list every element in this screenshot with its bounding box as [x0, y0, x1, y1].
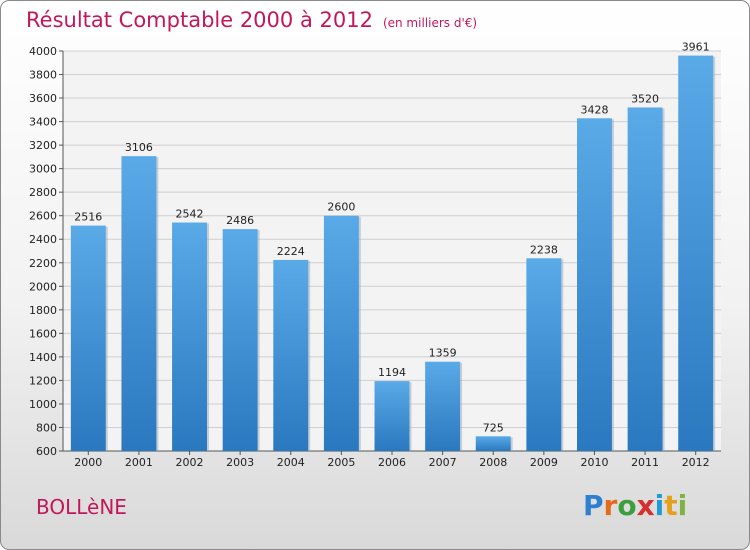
x-tick-label: 2007	[429, 456, 457, 469]
bar-group: 3106 2001	[121, 141, 159, 469]
y-tick-label: 3800	[29, 69, 57, 82]
bar-group: 725 2008	[475, 421, 513, 469]
bar	[374, 381, 410, 451]
y-tick-label: 3000	[29, 163, 57, 176]
y-tick-label: 1200	[29, 374, 57, 387]
y-tick-label: 600	[36, 445, 57, 458]
y-tick-label: 800	[36, 421, 57, 434]
x-tick-label: 2010	[580, 456, 608, 469]
bar-value-label: 2516	[74, 211, 102, 224]
logo-letter: i	[654, 489, 665, 522]
bar-group: 2486 2003	[222, 214, 260, 469]
y-tick-label: 2200	[29, 257, 57, 270]
y-tick-label: 2800	[29, 186, 57, 199]
location-name: BOLLèNE	[36, 495, 127, 519]
bar-value-label: 2600	[327, 201, 355, 214]
x-tick-label: 2005	[327, 456, 355, 469]
bar-group: 2516 2000	[70, 211, 108, 469]
x-tick-label: 2012	[682, 456, 710, 469]
x-tick-label: 2003	[226, 456, 254, 469]
x-tick-label: 2000	[74, 456, 102, 469]
bar-value-label: 2224	[277, 245, 305, 258]
bar	[172, 222, 208, 451]
bar	[576, 118, 612, 451]
logo-letter: r	[603, 489, 618, 522]
x-tick-label: 2008	[479, 456, 507, 469]
bar-group: 3961 2012	[678, 41, 716, 469]
bar-group: 1359 2007	[425, 347, 463, 469]
bar-group: 3520 2011	[627, 92, 665, 469]
logo-letter: o	[617, 489, 637, 522]
y-tick-label: 4000	[29, 45, 57, 58]
bar-value-label: 1359	[429, 347, 457, 360]
bar	[475, 436, 511, 451]
bar-group: 2542 2002	[172, 208, 210, 469]
bar-group: 2224 2004	[273, 245, 311, 469]
bar	[425, 361, 461, 451]
logo-letter: t	[664, 489, 678, 522]
x-tick-label: 2006	[378, 456, 406, 469]
x-tick-label: 2011	[631, 456, 659, 469]
proxiti-logo: Proxiti	[583, 489, 687, 522]
bar	[526, 258, 562, 451]
y-tick-label: 2400	[29, 233, 57, 246]
bar	[273, 259, 309, 451]
bar	[222, 229, 258, 451]
y-tick-label: 2000	[29, 280, 57, 293]
y-tick-label: 2600	[29, 210, 57, 223]
bar-value-label: 2486	[226, 214, 254, 227]
bar-value-label: 2238	[530, 243, 558, 256]
bar-value-label: 3961	[682, 41, 710, 54]
bar-group: 1194 2006	[374, 366, 412, 469]
x-tick-label: 2001	[125, 456, 153, 469]
bar-value-label: 725	[483, 421, 504, 434]
bar	[678, 55, 714, 452]
chart-title-text: Résultat Comptable 2000 à 2012	[26, 8, 373, 32]
bar	[121, 156, 157, 452]
y-tick-label: 1400	[29, 351, 57, 364]
y-tick-label: 1000	[29, 398, 57, 411]
logo-letter: P	[583, 489, 604, 522]
bar	[627, 107, 663, 452]
logo-letter: i	[677, 489, 688, 522]
bar-value-label: 3428	[580, 103, 608, 116]
bar-group: 2238 2009	[526, 243, 564, 469]
bar-value-label: 3520	[631, 92, 659, 105]
logo-letter: x	[636, 489, 655, 522]
chart-subtitle: (en milliers d'€)	[382, 16, 478, 30]
x-tick-label: 2009	[530, 456, 558, 469]
y-tick-label: 1600	[29, 327, 57, 340]
bar-value-label: 1194	[378, 366, 406, 379]
x-tick-label: 2004	[277, 456, 305, 469]
x-tick-label: 2002	[176, 456, 204, 469]
bar-group: 3428 2010	[576, 103, 614, 469]
y-tick-label: 3400	[29, 116, 57, 129]
bar-value-label: 2542	[176, 208, 204, 221]
bar-value-label: 3106	[125, 141, 153, 154]
y-tick-label: 3600	[29, 92, 57, 105]
chart-title: Résultat Comptable 2000 à 2012 (en millie…	[26, 8, 477, 32]
bar	[70, 225, 106, 451]
bar	[323, 215, 359, 451]
bar-group: 2600 2005	[323, 201, 361, 469]
y-tick-label: 1800	[29, 304, 57, 317]
y-tick-label: 3200	[29, 139, 57, 152]
